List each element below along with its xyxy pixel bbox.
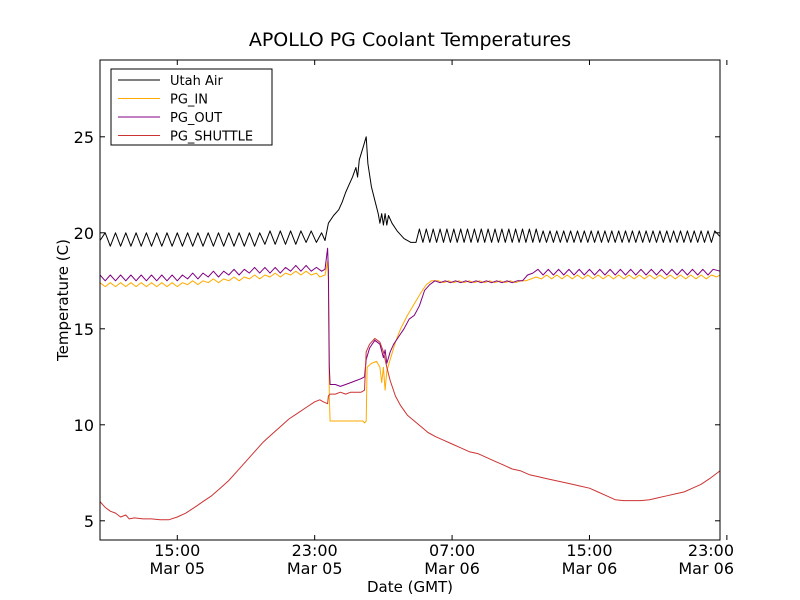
chart-title: APOLLO PG Coolant Temperatures <box>249 29 571 51</box>
series-line-pg-out <box>100 247 720 387</box>
x-tick-label-date: Mar 06 <box>424 559 480 578</box>
x-tick-label-date: Mar 05 <box>149 559 205 578</box>
x-tick-label-date: Mar 06 <box>678 559 734 578</box>
legend-label: PG_SHUTTLE <box>170 130 253 145</box>
y-tick-label: 10 <box>74 416 94 435</box>
series-line-pg-shuttle <box>100 337 720 521</box>
legend: Utah Air PG_IN PG_OUT PG_SHUTTLE <box>110 68 273 146</box>
x-tick-label-time: 23:00 <box>292 541 338 560</box>
y-axis-label: Temperature (C) <box>54 239 72 362</box>
x-axis-label: Date (GMT) <box>367 578 453 596</box>
series-line-utah-air <box>100 136 720 247</box>
x-tick-label-time: 15:00 <box>566 541 612 560</box>
y-tick-label: 20 <box>74 224 94 243</box>
legend-frame <box>110 68 273 146</box>
y-tick-label: 25 <box>74 128 94 147</box>
x-tick-label-time: 15:00 <box>154 541 200 560</box>
y-tick-label: 15 <box>74 320 94 339</box>
legend-label: PG_OUT <box>170 111 222 126</box>
legend-label: PG_IN <box>170 93 208 108</box>
legend-label: Utah Air <box>170 74 223 89</box>
x-tick-label-time: 23:00 <box>688 541 734 560</box>
x-tick-label-date: Mar 05 <box>287 559 343 578</box>
series-line-pg-in <box>100 261 720 424</box>
plot-frame <box>99 59 721 541</box>
y-tick-label: 5 <box>84 512 94 531</box>
x-tick-label-time: 07:00 <box>429 541 475 560</box>
x-tick-label-date: Mar 06 <box>562 559 618 578</box>
series-layer <box>100 136 720 521</box>
